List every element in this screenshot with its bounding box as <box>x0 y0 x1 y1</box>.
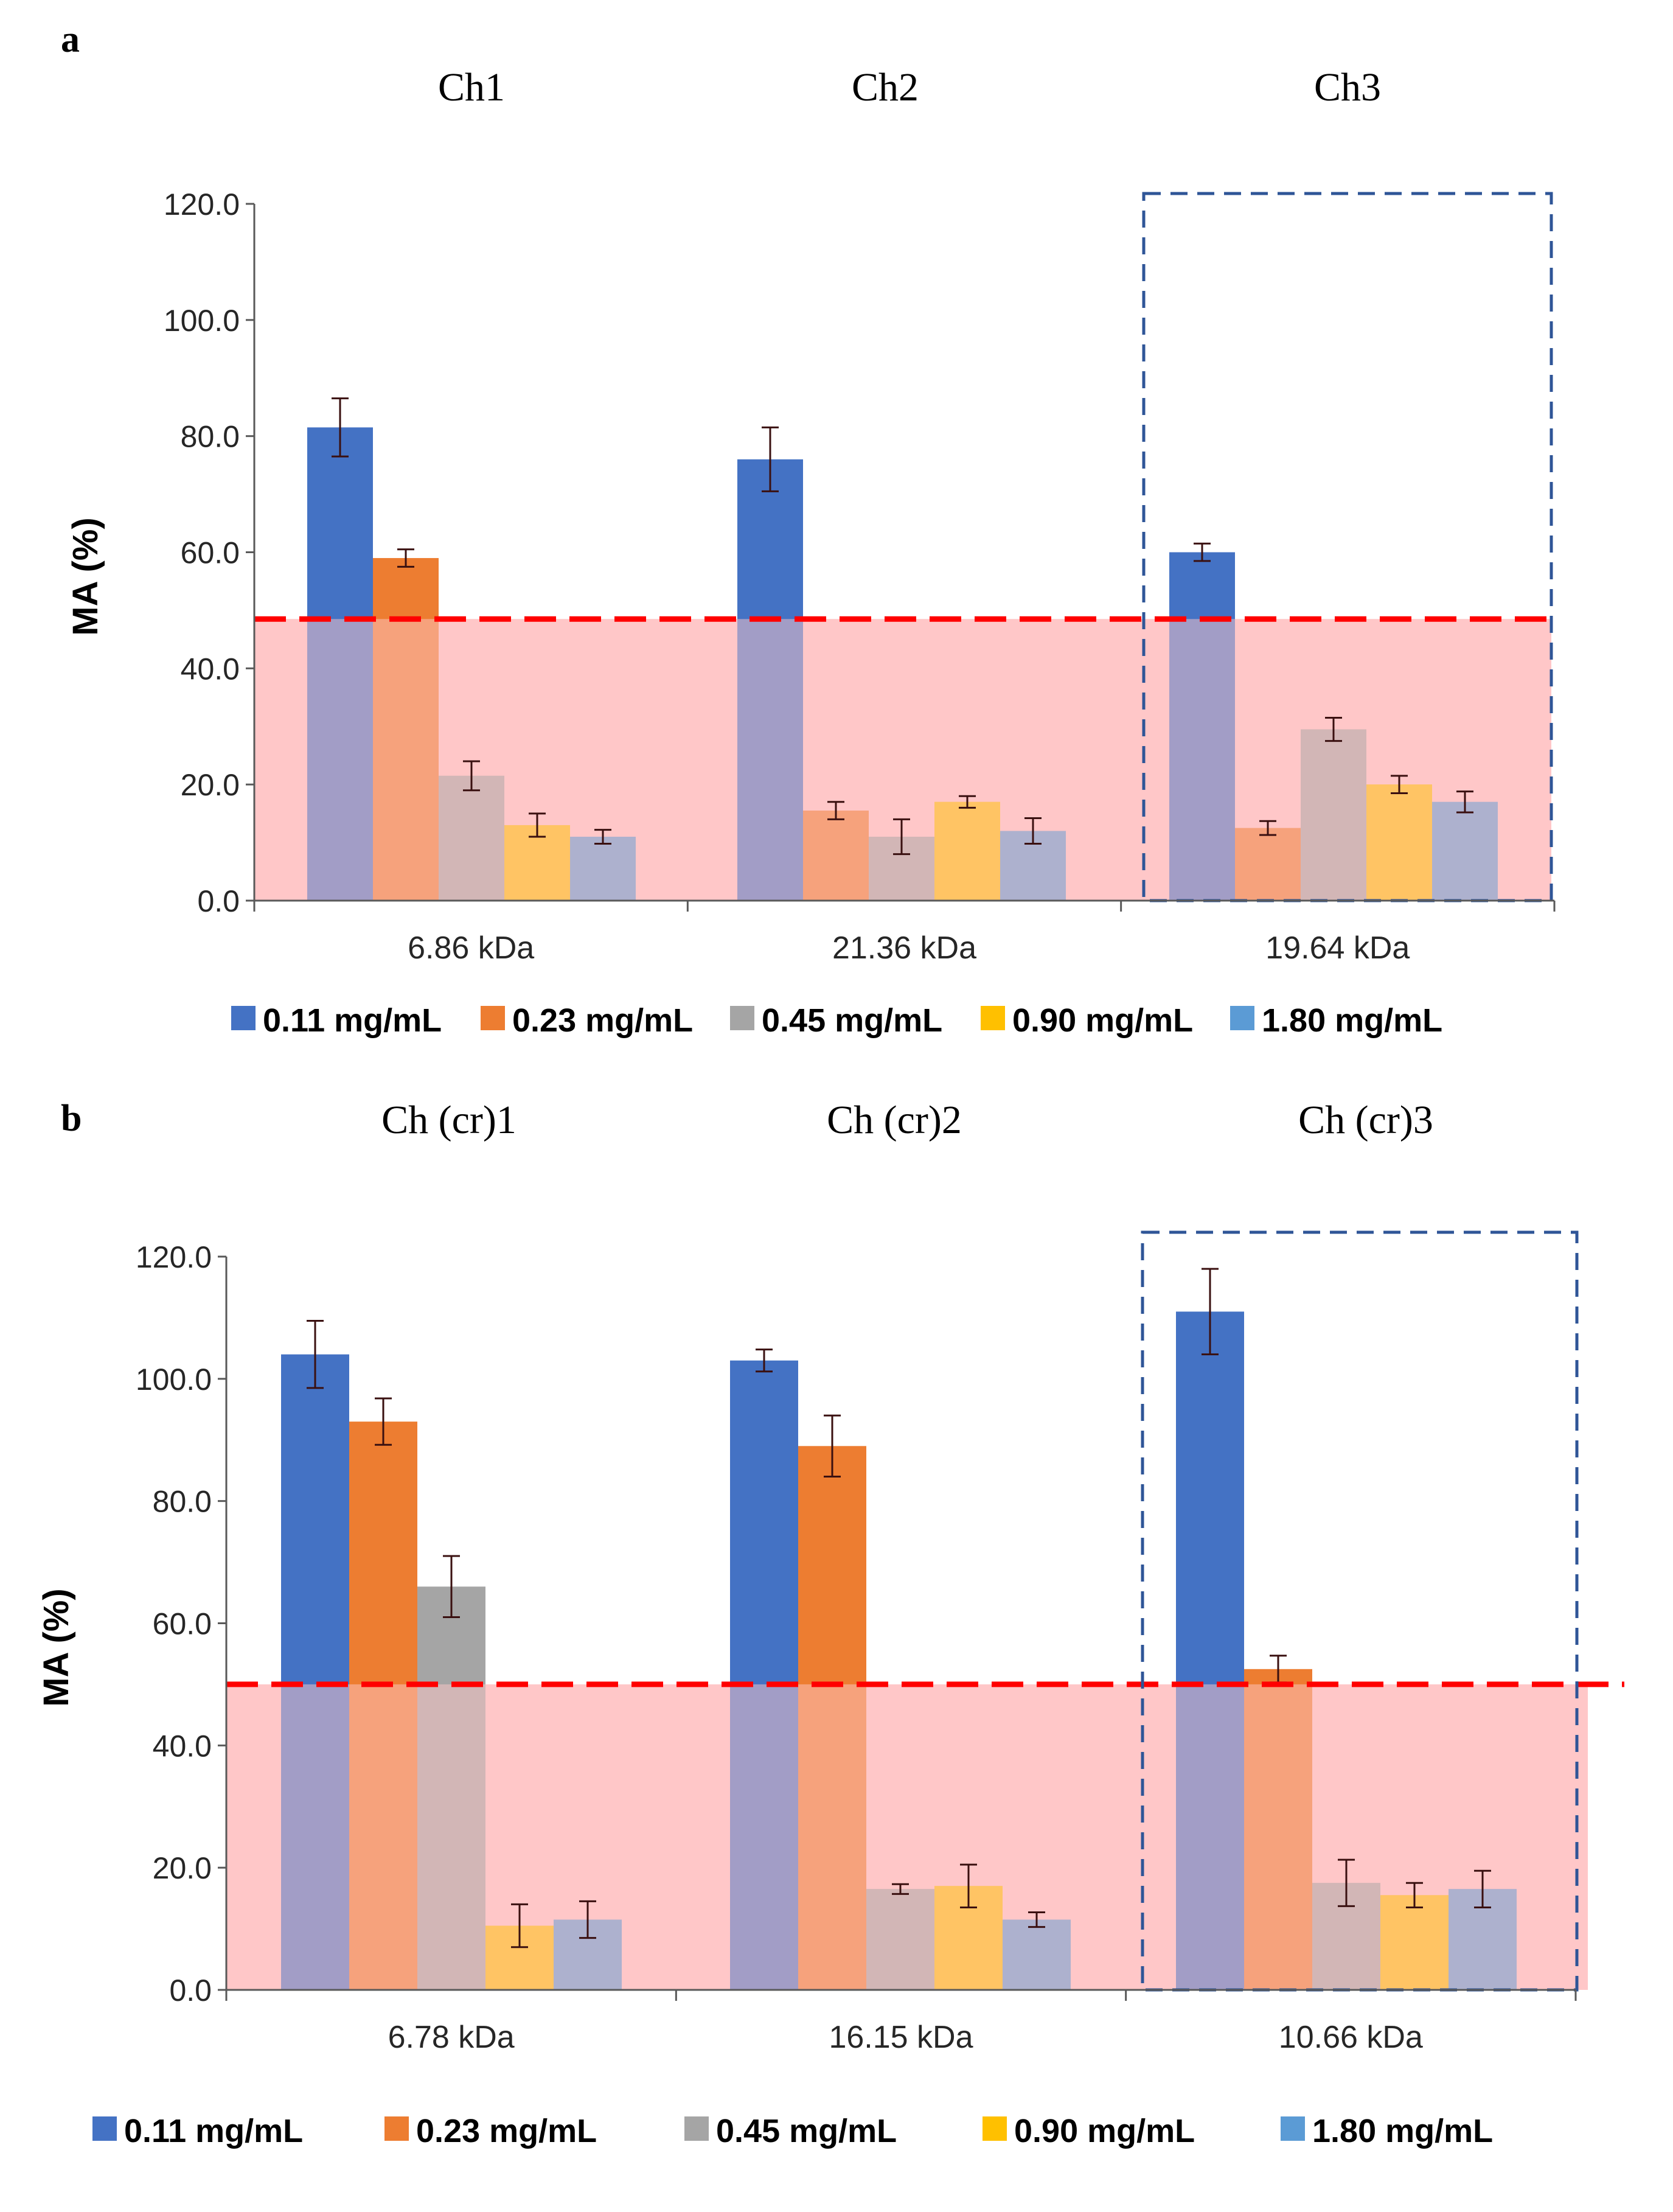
legend-swatch <box>384 2116 409 2141</box>
legend-label: 0.23 mg/mL <box>416 2113 597 2149</box>
legend-swatch <box>1281 2116 1305 2141</box>
y-tick-label: 40.0 <box>181 652 240 686</box>
bar-overlap-tint <box>1244 1684 1312 1990</box>
x-category-label: 19.64 kDa <box>1265 930 1410 966</box>
bar-overlap-tint <box>1176 1684 1244 1990</box>
legend-swatch <box>730 1006 754 1030</box>
y-tick-label: 120.0 <box>164 187 240 222</box>
legend-label: 0.45 mg/mL <box>716 2113 897 2149</box>
bar-overlap-tint <box>1003 1919 1071 1990</box>
group-title: Ch1 <box>438 65 505 110</box>
bar-overlap-tint <box>281 1684 349 1990</box>
legend: 0.11 mg/mL 0.23 mg/mL 0.45 mg/mL 0.90 mg/mL… <box>231 1002 1442 1039</box>
y-axis-label: MA (%) <box>37 1588 76 1706</box>
legend-swatch <box>1230 1006 1254 1030</box>
bar-overlap-tint <box>307 619 373 901</box>
legend-swatch <box>981 1006 1005 1030</box>
bar-overlap-tint <box>737 619 803 901</box>
y-tick-label: 40.0 <box>153 1729 212 1763</box>
legend-swatch <box>481 1006 505 1030</box>
bar-overlap-tint <box>504 825 570 901</box>
legend-label: 0.23 mg/mL <box>512 1002 693 1039</box>
group-title: Ch3 <box>1314 65 1381 110</box>
y-tick-label: 60.0 <box>153 1607 212 1641</box>
bar-overlap-tint <box>1366 784 1432 901</box>
legend-label: 1.80 mg/mL <box>1312 2113 1493 2149</box>
bar-overlap-tint <box>570 837 636 901</box>
y-tick-label: 120.0 <box>136 1240 212 1274</box>
bar-overlap-tint <box>1380 1895 1449 1990</box>
legend-swatch <box>92 2116 117 2141</box>
bar-overlap-tint <box>934 801 1000 901</box>
bar-overlap-tint <box>1235 828 1301 901</box>
legend-swatch <box>983 2116 1007 2141</box>
bar-overlap-tint <box>417 1684 485 1990</box>
y-tick-label: 0.0 <box>169 1973 212 2008</box>
bar-overlap-tint <box>349 1684 417 1990</box>
bar-overlap-tint <box>798 1684 866 1990</box>
bar-overlap-tint <box>373 619 439 901</box>
y-tick-label: 80.0 <box>181 420 240 454</box>
x-category-label: 10.66 kDa <box>1279 2020 1423 2055</box>
panel-label: b <box>61 1098 82 1139</box>
y-tick-label: 80.0 <box>153 1485 212 1519</box>
y-tick-label: 20.0 <box>153 1851 212 1885</box>
bar-overlap-tint <box>1432 801 1498 901</box>
legend-label: 0.45 mg/mL <box>762 1002 942 1039</box>
group-title: Ch (cr)3 <box>1298 1098 1433 1142</box>
group-title: Ch2 <box>852 65 919 110</box>
y-tick-label: 100.0 <box>164 304 240 338</box>
x-category-label: 6.78 kDa <box>388 2020 515 2055</box>
x-category-label: 16.15 kDa <box>829 2020 973 2055</box>
y-tick-label: 60.0 <box>181 536 240 570</box>
y-tick-label: 0.0 <box>197 884 240 918</box>
x-category-label: 21.36 kDa <box>832 930 976 966</box>
bar-overlap-tint <box>1169 619 1235 901</box>
bar-overlap-tint <box>1301 729 1366 901</box>
legend-label: 0.11 mg/mL <box>124 2113 303 2149</box>
legend-swatch <box>231 1006 256 1030</box>
panel-label: a <box>61 19 80 60</box>
legend: 0.11 mg/mL 0.23 mg/mL 0.45 mg/mL 0.90 mg/mL… <box>92 2113 1493 2149</box>
legend-label: 0.90 mg/mL <box>1014 2113 1195 2149</box>
y-tick-label: 20.0 <box>181 768 240 802</box>
legend-label: 0.11 mg/mL <box>263 1002 442 1039</box>
panel-b: b Ch (cr)1 Ch (cr)2 Ch (cr)3 0.0 20.0 40.0 60.0… <box>37 1098 1624 2149</box>
bar-overlap-tint <box>803 811 869 901</box>
bar-overlap-tint <box>730 1684 798 1990</box>
group-title: Ch (cr)1 <box>381 1098 517 1142</box>
panel-a: a Ch1 Ch2 Ch3 0.0 20.0 40.0 60.0 80.0 100.0 120.0 M… <box>61 19 1556 1039</box>
bar-overlap-tint <box>439 775 504 901</box>
legend-swatch <box>684 2116 709 2141</box>
group-title: Ch (cr)2 <box>827 1098 962 1142</box>
y-tick-label: 100.0 <box>136 1362 212 1397</box>
legend-label: 0.90 mg/mL <box>1012 1002 1193 1039</box>
y-axis-label: MA (%) <box>66 517 105 635</box>
legend-label: 1.80 mg/mL <box>1262 1002 1442 1039</box>
x-category-label: 6.86 kDa <box>408 930 534 966</box>
bar-overlap-tint <box>866 1889 934 1990</box>
